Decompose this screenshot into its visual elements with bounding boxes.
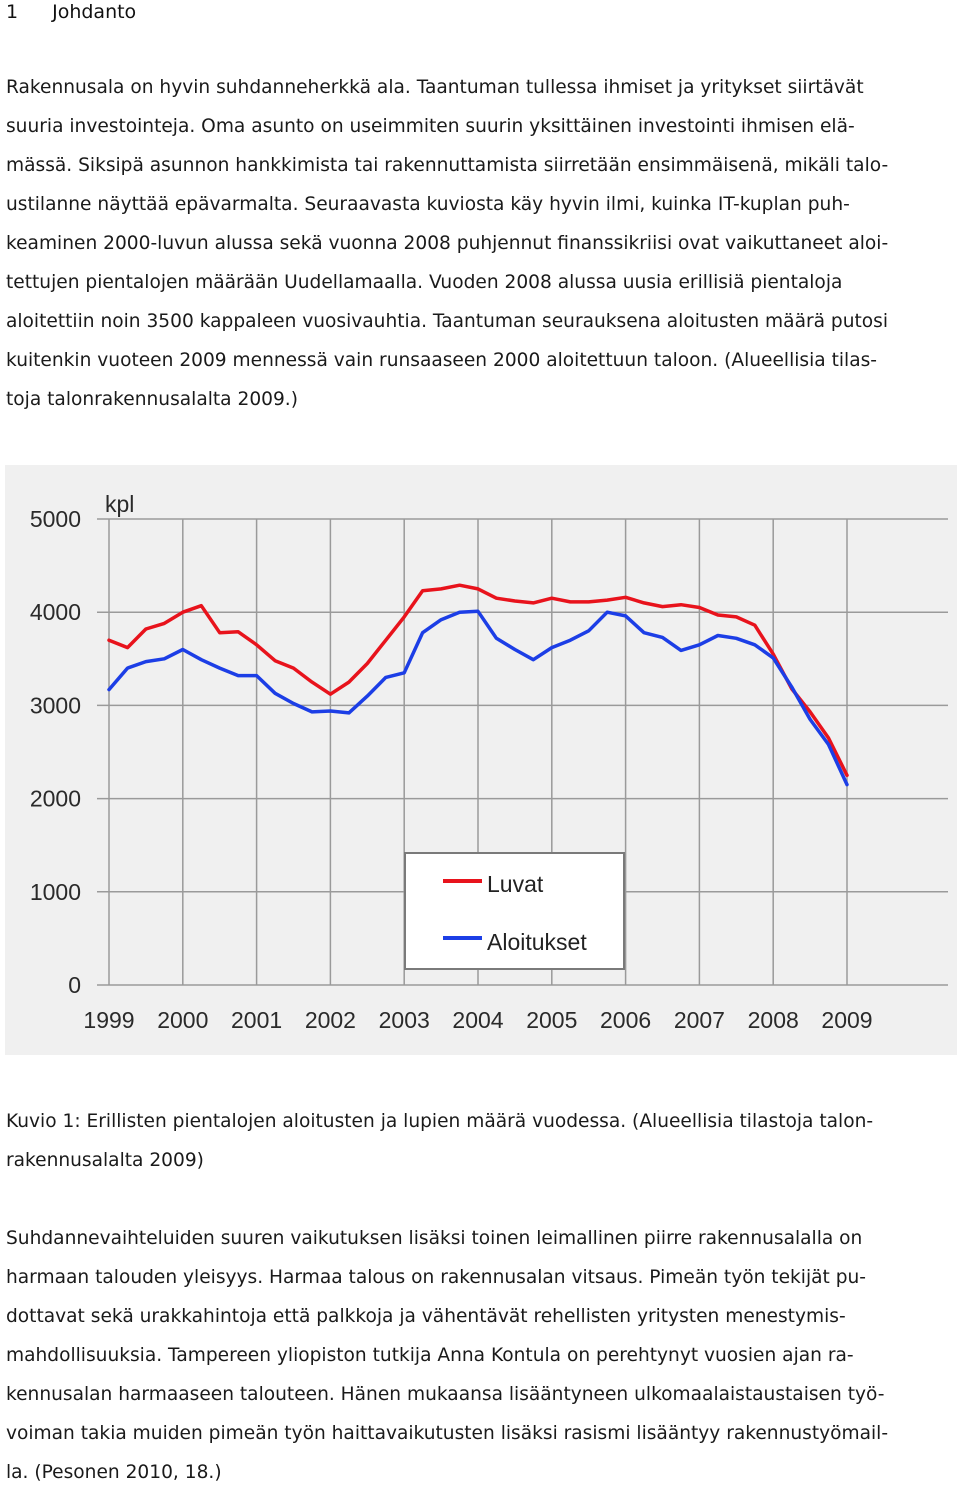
x-tick-label: 2000 xyxy=(157,1007,208,1033)
series-line-luvat xyxy=(107,583,849,778)
line-chart: 0 1000 2000 3000 4000 5000 1999 2000 2001 2002 20… xyxy=(5,465,957,1055)
intro-line: suuria investointeja. Oma asunto on usei… xyxy=(6,116,855,137)
x-tick-label: 2007 xyxy=(674,1007,725,1033)
intro-line: aloitettiin noin 3500 kappaleen vuosivau… xyxy=(6,311,889,332)
y-tick-label: 5000 xyxy=(30,506,81,532)
body-line: voiman takia muiden pimeän työn haittava… xyxy=(6,1423,889,1444)
legend-label-luvat: Luvat xyxy=(487,871,544,897)
intro-line: toja talonrakennusalalta 2009.) xyxy=(6,389,298,410)
y-tick-label: 2000 xyxy=(30,786,81,812)
x-tick-label: 2008 xyxy=(748,1007,799,1033)
intro-line: keaminen 2000-luvun alussa sekä vuonna 2… xyxy=(6,233,889,254)
legend-label-aloitukset: Aloitukset xyxy=(487,929,587,955)
x-tick-label: 2006 xyxy=(600,1007,651,1033)
y-tick-label: 3000 xyxy=(30,692,81,718)
body-paragraph: Suhdannevaihteluiden suuren vaikutuksen … xyxy=(6,1219,954,1492)
x-tick-label: 2004 xyxy=(452,1007,503,1033)
legend-box xyxy=(404,852,625,970)
body-line: Suhdannevaihteluiden suuren vaikutuksen … xyxy=(6,1228,863,1249)
body-line: harmaan talouden yleisyys. Harmaa talous… xyxy=(6,1267,867,1288)
intro-line: kuitenkin vuoteen 2009 mennessä vain run… xyxy=(6,350,877,371)
x-tick-label: 2003 xyxy=(379,1007,430,1033)
x-tick-label: 2005 xyxy=(526,1007,577,1033)
intro-paragraph: Rakennusala on hyvin suhdanneherkkä ala.… xyxy=(6,68,954,419)
intro-line: ustilanne näyttää epävarmalta. Seuraavas… xyxy=(6,194,850,215)
intro-line: mässä. Siksipä asunnon hankkimista tai r… xyxy=(6,155,889,176)
intro-line: Rakennusala on hyvin suhdanneherkkä ala.… xyxy=(6,77,864,98)
y-tick-label: 0 xyxy=(68,972,81,998)
body-line: mahdollisuuksia. Tampereen yliopiston tu… xyxy=(6,1345,854,1366)
chart-legend: Luvat Aloitukset xyxy=(404,852,625,970)
chart-figure: 0 1000 2000 3000 4000 5000 1999 2000 2001 2002 20… xyxy=(5,465,957,1055)
body-line: la. (Pesonen 2010, 18.) xyxy=(6,1462,222,1483)
body-line: kennusalan harmaaseen talouteen. Hänen m… xyxy=(6,1384,885,1405)
caption-line: rakennusalalta 2009) xyxy=(6,1150,204,1171)
series-line-aloitukset xyxy=(107,609,849,787)
y-tick-label: 4000 xyxy=(30,599,81,625)
section-title: Johdanto xyxy=(52,1,137,23)
y-tick-label: 1000 xyxy=(30,879,81,905)
body-line: dottavat sekä urakkahintoja että palkkoj… xyxy=(6,1306,846,1327)
y-axis-label: kpl xyxy=(105,491,134,517)
x-tick-label: 1999 xyxy=(83,1007,134,1033)
x-tick-label: 2002 xyxy=(305,1007,356,1033)
figure-caption: Kuvio 1: Erillisten pientalojen aloitust… xyxy=(6,1102,954,1180)
x-tick-label: 2001 xyxy=(231,1007,282,1033)
caption-line: Kuvio 1: Erillisten pientalojen aloitust… xyxy=(6,1111,874,1132)
section-heading: 1 Johdanto xyxy=(6,0,136,24)
section-number: 1 xyxy=(6,1,19,23)
intro-line: tettujen pientalojen määrään Uudellamaal… xyxy=(6,272,843,293)
x-tick-label: 2009 xyxy=(821,1007,872,1033)
